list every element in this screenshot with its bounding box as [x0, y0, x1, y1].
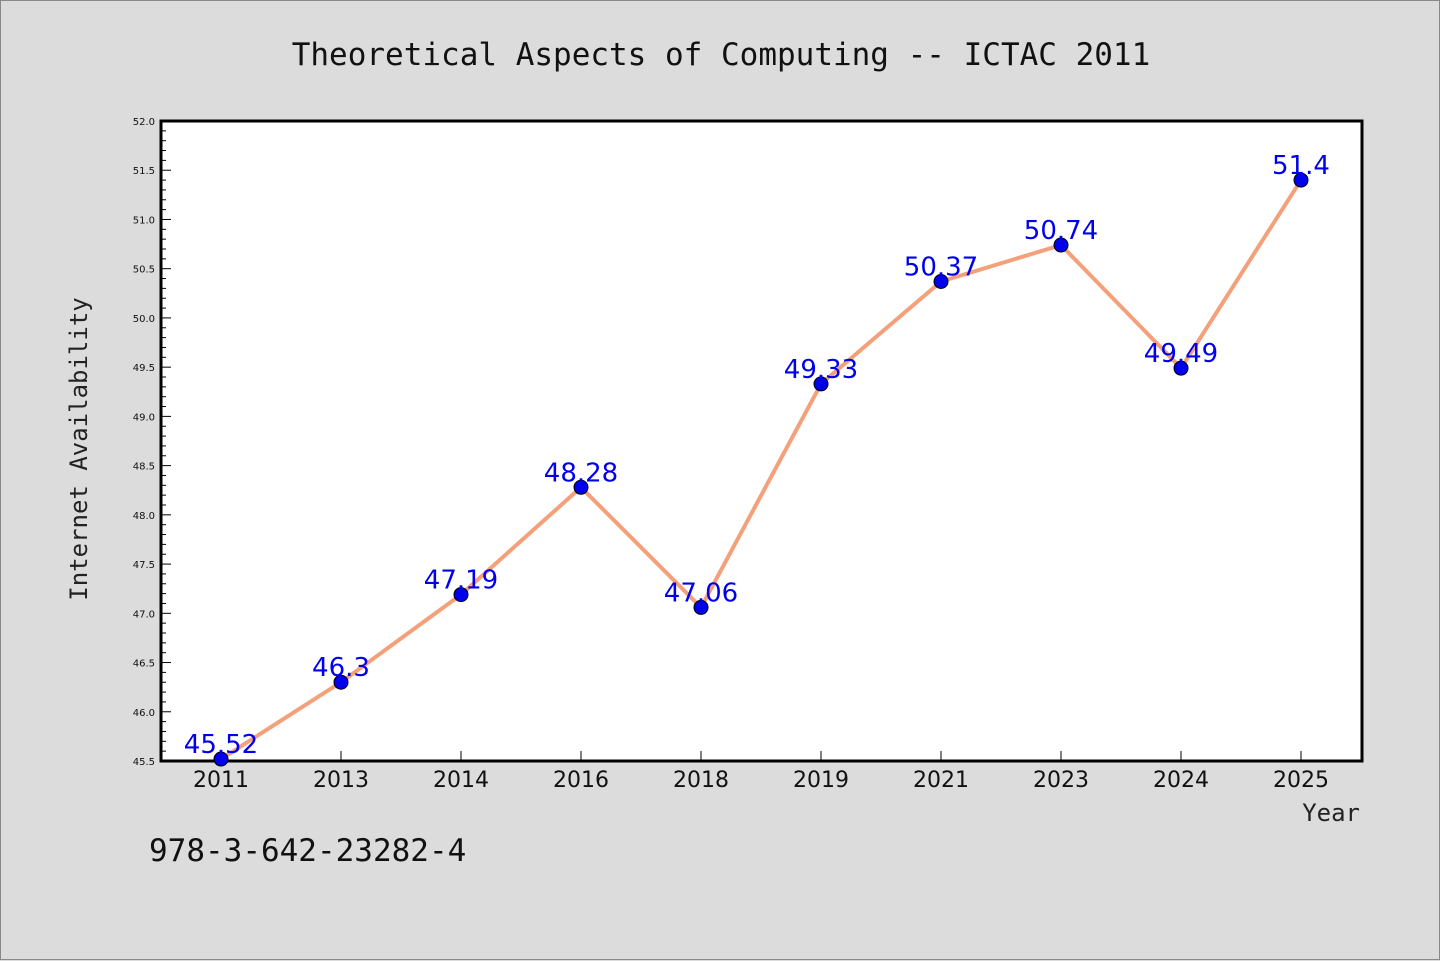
y-tick-label: 52.0 — [133, 117, 155, 128]
data-label: 49.33 — [784, 355, 858, 385]
y-axis-label: Internet Availability — [65, 297, 93, 600]
data-point — [933, 273, 949, 289]
y-tick-label: 47.0 — [133, 609, 155, 620]
y-tick-label: 46.5 — [133, 659, 155, 670]
y-tick-label: 50.0 — [133, 314, 155, 325]
data-label: 49.49 — [1144, 339, 1218, 369]
plot-area — [159, 119, 1364, 763]
x-tick-label: 2016 — [553, 768, 609, 793]
x-tick-label: 2021 — [913, 768, 969, 793]
data-point — [453, 587, 469, 603]
y-tick-label: 46.0 — [133, 708, 155, 719]
data-label: 47.19 — [424, 566, 498, 596]
y-axis: 45.5 46.0 46.5 47.0 47.5 48.0 48.5 49.0 49.5 50.0… — [133, 117, 171, 768]
x-tick-label: 2023 — [1033, 768, 1089, 793]
data-label: 45.52 — [184, 730, 258, 760]
y-tick-label: 51.5 — [133, 166, 155, 177]
y-tick-label: 45.5 — [133, 757, 155, 768]
data-point — [813, 376, 829, 392]
series-line — [219, 178, 1303, 762]
x-tick-label: 2024 — [1153, 768, 1209, 793]
y-tick-label: 50.5 — [133, 265, 155, 276]
y-tick-label: 51.0 — [133, 215, 155, 226]
series-layer: 45.52 46.3 47.19 48.28 47.06 49.33 50.37 50.74 4… — [184, 151, 1330, 767]
data-point — [1053, 237, 1069, 253]
data-point — [573, 479, 589, 495]
data-point — [213, 751, 229, 767]
data-point — [333, 674, 349, 690]
data-label: 46.3 — [312, 653, 370, 683]
y-tick-label: 48.5 — [133, 462, 155, 473]
x-axis-label: Year — [1302, 799, 1360, 827]
data-label: 48.28 — [544, 458, 618, 488]
isbn-text: 978-3-642-23282-4 — [149, 833, 467, 869]
y-tick-label: 49.0 — [133, 412, 155, 423]
y-tick-label: 47.5 — [133, 560, 155, 571]
x-tick-label: 2014 — [433, 768, 489, 793]
x-tick-label: 2025 — [1273, 768, 1329, 793]
data-label: 50.37 — [904, 252, 978, 282]
x-axis: 2011 2013 2014 2016 2018 2019 2021 2023 2024 2025 — [193, 751, 1329, 793]
y-tick-label: 48.0 — [133, 511, 155, 522]
y-tick-label: 49.5 — [133, 363, 155, 374]
x-tick-label: 2011 — [193, 768, 249, 793]
data-point — [693, 599, 709, 615]
x-tick-label: 2018 — [673, 768, 729, 793]
data-point — [1173, 360, 1189, 376]
data-label: 47.06 — [664, 578, 738, 608]
data-label: 50.74 — [1024, 216, 1098, 246]
x-tick-label: 2013 — [313, 768, 369, 793]
x-tick-label: 2019 — [793, 768, 849, 793]
data-label: 51.4 — [1272, 151, 1330, 181]
chart-title: Theoretical Aspects of Computing -- ICTA… — [292, 37, 1151, 73]
data-point — [1293, 172, 1309, 188]
